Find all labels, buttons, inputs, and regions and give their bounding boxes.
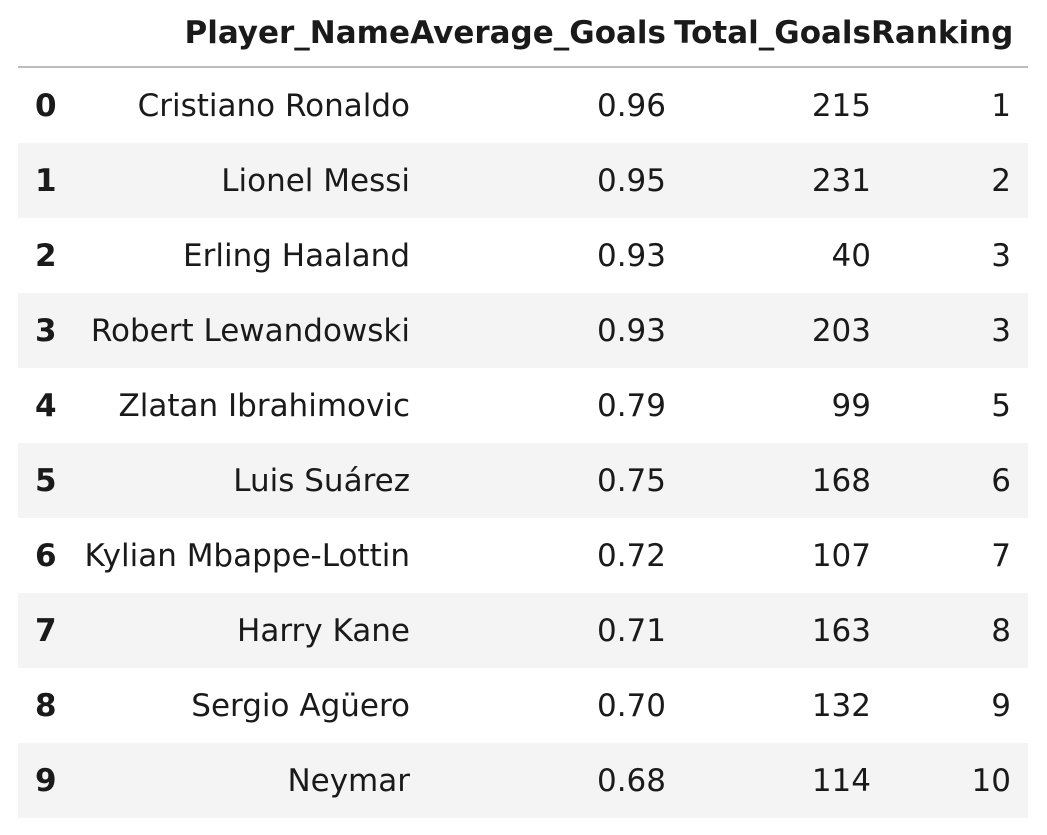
cell-average-goals: 0.79: [596, 387, 666, 424]
cell-total-goals: 168: [811, 462, 871, 499]
row-index: 9: [35, 762, 57, 799]
cell-total-goals: 132: [811, 687, 871, 724]
cell-ranking: 10: [971, 762, 1011, 799]
cell-ranking: 7: [991, 537, 1011, 574]
table-row: 1 Lionel Messi 0.95 231 2: [18, 143, 1028, 218]
row-index: 3: [35, 312, 57, 349]
cell-ranking: 5: [991, 387, 1011, 424]
cell-player-name: Neymar: [287, 762, 410, 799]
row-index: 1: [35, 162, 57, 199]
row-index: 8: [35, 687, 57, 724]
table-body: 0 Cristiano Ronaldo 0.96 215 1 1 Lionel Messi 0…: [18, 67, 1028, 818]
cell-average-goals: 0.93: [596, 312, 666, 349]
cell-ranking: 3: [991, 312, 1011, 349]
cell-ranking: 2: [991, 162, 1011, 199]
cell-player-name: Zlatan Ibrahimovic: [118, 387, 411, 424]
cell-player-name: Luis Suárez: [233, 462, 410, 499]
table-row: 2 Erling Haaland 0.93 40 3: [18, 218, 1028, 293]
cell-total-goals: 40: [831, 237, 871, 274]
dataframe-table: Player_Name Average_Goals Total_Goals Ra…: [18, 0, 1028, 818]
table-header: Player_Name Average_Goals Total_Goals Ra…: [18, 0, 1028, 68]
row-index: 7: [35, 612, 57, 649]
cell-ranking: 6: [991, 462, 1011, 499]
row-index: 4: [35, 387, 57, 424]
column-header-total-goals: Total_Goals: [666, 0, 871, 68]
cell-average-goals: 0.75: [596, 462, 666, 499]
cell-player-name: Harry Kane: [237, 612, 410, 649]
cell-average-goals: 0.72: [596, 537, 666, 574]
cell-player-name: Robert Lewandowski: [90, 312, 410, 349]
cell-total-goals: 99: [831, 387, 871, 424]
table-row: 5 Luis Suárez 0.75 168 6: [18, 443, 1028, 518]
cell-total-goals: 231: [811, 162, 871, 199]
header-row: Player_Name Average_Goals Total_Goals Ra…: [18, 0, 1028, 68]
cell-average-goals: 0.93: [596, 237, 666, 274]
cell-average-goals: 0.95: [596, 162, 666, 199]
cell-player-name: Erling Haaland: [183, 237, 410, 274]
cell-average-goals: 0.68: [596, 762, 666, 799]
index-header: [18, 0, 75, 68]
row-index: 6: [35, 537, 57, 574]
row-index: 5: [35, 462, 57, 499]
row-index: 2: [35, 237, 57, 274]
table-row: 7 Harry Kane 0.71 163 8: [18, 593, 1028, 668]
cell-total-goals: 163: [811, 612, 871, 649]
cell-ranking: 8: [991, 612, 1011, 649]
column-header-player-name: Player_Name: [75, 0, 410, 68]
cell-average-goals: 0.71: [596, 612, 666, 649]
cell-ranking: 9: [991, 687, 1011, 724]
cell-player-name: Cristiano Ronaldo: [137, 87, 410, 124]
cell-ranking: 1: [991, 87, 1011, 124]
dataframe-container: Player_Name Average_Goals Total_Goals Ra…: [18, 0, 1028, 818]
cell-player-name: Kylian Mbappe-Lottin: [84, 537, 410, 574]
cell-total-goals: 114: [811, 762, 871, 799]
cell-total-goals: 215: [811, 87, 871, 124]
cell-average-goals: 0.70: [596, 687, 666, 724]
cell-total-goals: 203: [811, 312, 871, 349]
table-row: 0 Cristiano Ronaldo 0.96 215 1: [18, 67, 1028, 143]
column-header-average-goals: Average_Goals: [410, 0, 666, 68]
cell-average-goals: 0.96: [596, 87, 666, 124]
table-row: 9 Neymar 0.68 114 10: [18, 743, 1028, 818]
table-row: 4 Zlatan Ibrahimovic 0.79 99 5: [18, 368, 1028, 443]
table-row: 6 Kylian Mbappe-Lottin 0.72 107 7: [18, 518, 1028, 593]
row-index: 0: [35, 87, 57, 124]
cell-total-goals: 107: [811, 537, 871, 574]
column-header-ranking: Ranking: [871, 0, 1028, 68]
table-row: 8 Sergio Agüero 0.70 132 9: [18, 668, 1028, 743]
cell-ranking: 3: [991, 237, 1011, 274]
table-row: 3 Robert Lewandowski 0.93 203 3: [18, 293, 1028, 368]
cell-player-name: Sergio Agüero: [191, 687, 410, 724]
cell-player-name: Lionel Messi: [221, 162, 410, 199]
